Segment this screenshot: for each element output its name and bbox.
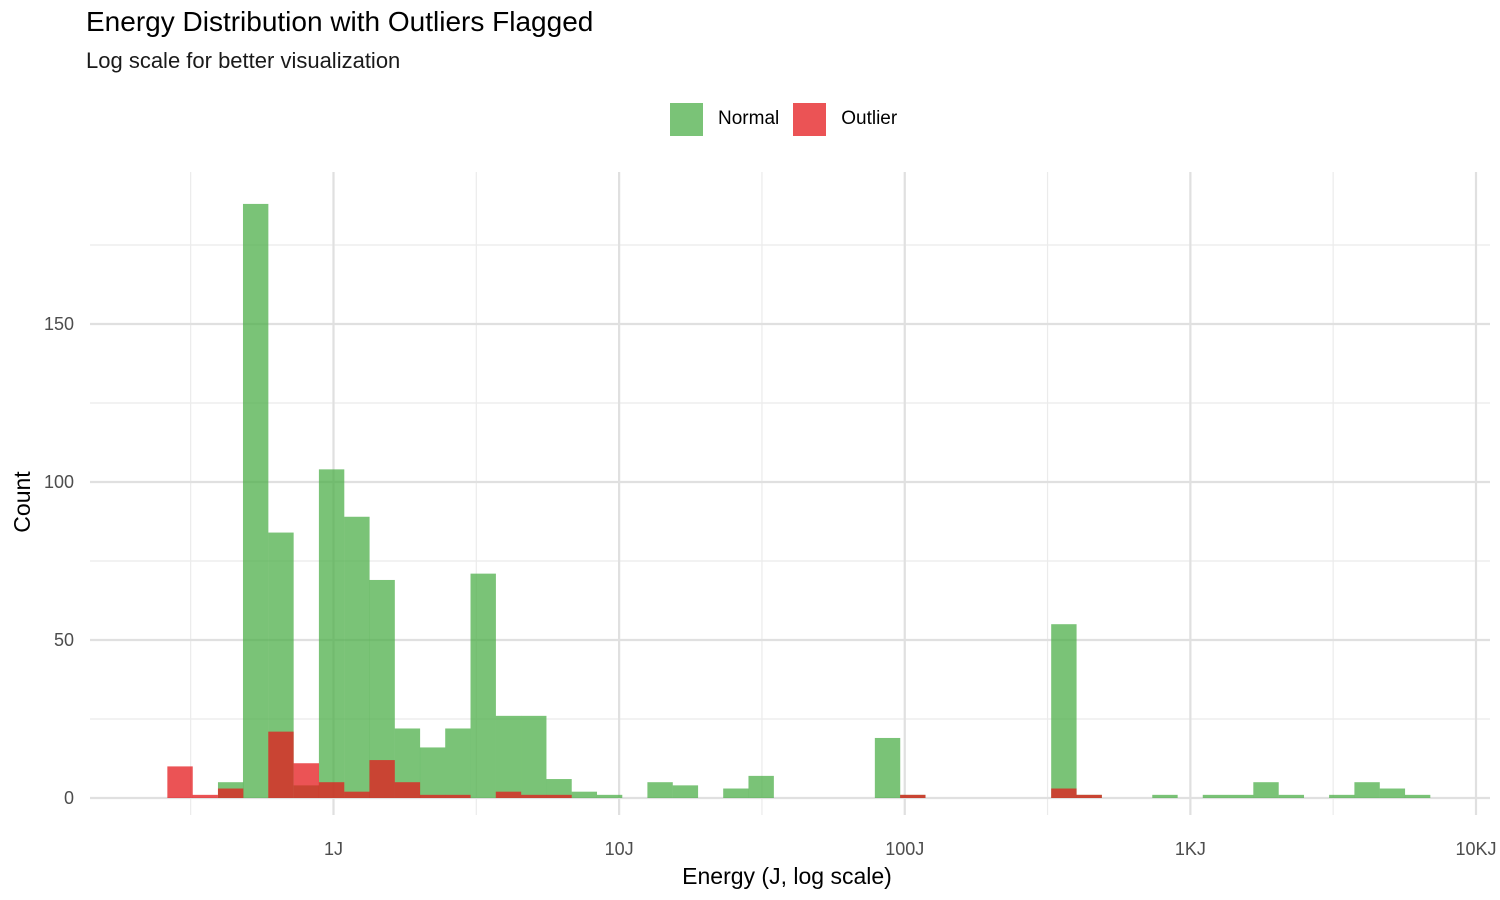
- histogram-bar-normal: [546, 779, 572, 798]
- histogram-bar-normal: [1202, 794, 1229, 798]
- histogram-bar-normal: [1354, 782, 1380, 798]
- legend-item-normal: Normal: [670, 102, 780, 136]
- histogram-bar-normal: [1228, 794, 1254, 798]
- histogram-bar-normal: [318, 469, 345, 798]
- histogram-bar-outlier: [318, 782, 345, 798]
- histogram-bar-outlier: [1051, 788, 1077, 798]
- histogram-bar-normal: [874, 737, 901, 798]
- histogram-bar-normal: [1253, 782, 1279, 798]
- histogram-bar-outlier: [167, 766, 193, 798]
- histogram-bar-normal: [1404, 794, 1431, 798]
- histogram-bar-outlier: [192, 794, 218, 798]
- histogram-bar-outlier: [900, 794, 926, 798]
- histogram-bar-normal: [521, 715, 547, 798]
- chart-subtitle: Log scale for better visualization: [86, 48, 401, 73]
- grid-lines: [90, 172, 1490, 815]
- histogram-bar-outlier: [419, 794, 446, 798]
- series-normal-bars: [217, 203, 1431, 799]
- histogram-bar-outlier: [521, 794, 547, 798]
- histogram-bar-normal: [1329, 794, 1355, 798]
- y-tick-label: 100: [44, 472, 74, 492]
- histogram-bar-outlier: [344, 791, 370, 798]
- histogram-bar-outlier: [495, 791, 522, 798]
- y-tick-label: 50: [54, 630, 74, 650]
- x-tick-label: 1KJ: [1175, 839, 1206, 859]
- histogram-bar-normal: [647, 782, 673, 798]
- histogram-bar-normal: [723, 788, 749, 798]
- histogram-bar-outlier: [369, 760, 395, 798]
- histogram-bar-normal: [495, 715, 522, 798]
- histogram-bar-outlier: [445, 794, 471, 798]
- y-tick-label: 150: [44, 314, 74, 334]
- histogram-bar-normal: [344, 516, 370, 798]
- histogram-bar-normal: [242, 203, 269, 799]
- histogram-bar-normal: [672, 785, 699, 798]
- legend-item-outlier: Outlier: [793, 102, 898, 136]
- histogram-bar-outlier: [1076, 794, 1102, 798]
- histogram-bar-outlier: [394, 782, 421, 798]
- histogram-bar-normal: [1379, 788, 1406, 798]
- legend-swatch-normal: [670, 102, 703, 136]
- legend-label-outlier: Outlier: [841, 108, 898, 129]
- histogram-bar-normal: [1051, 624, 1077, 798]
- series-outlier-bars: [167, 731, 1102, 798]
- x-tick-label: 100J: [885, 839, 924, 859]
- histogram-bar-normal: [470, 573, 496, 798]
- histogram-bar-normal: [1278, 794, 1305, 798]
- y-axis-title: Count: [9, 471, 35, 533]
- x-axis-title: Energy (J, log scale): [682, 863, 892, 889]
- histogram-bar-outlier: [268, 731, 294, 798]
- histogram-bar-normal: [596, 794, 623, 798]
- chart-title: Energy Distribution with Outliers Flagge…: [86, 6, 594, 37]
- histogram-bar-normal: [1152, 794, 1178, 798]
- legend: Normal Outlier: [670, 102, 911, 136]
- x-tick-label: 1J: [324, 839, 343, 859]
- histogram-bar-normal: [571, 791, 598, 798]
- x-tick-label: 10KJ: [1455, 839, 1496, 859]
- legend-label-normal: Normal: [718, 108, 780, 129]
- histogram-bar-outlier: [546, 794, 572, 798]
- histogram-bar-normal: [445, 728, 471, 798]
- histogram-bar-normal: [419, 747, 446, 798]
- histogram-bar-outlier: [293, 763, 320, 798]
- y-tick-label: 0: [64, 788, 74, 808]
- histogram-bar-outlier: [217, 788, 244, 798]
- x-tick-label: 10J: [605, 839, 634, 859]
- histogram-bar-normal: [748, 775, 774, 798]
- legend-swatch-outlier: [793, 102, 827, 136]
- axis-tick-labels: 1J 10J 100J 1KJ 10KJ 0 50 100 150: [44, 314, 1497, 859]
